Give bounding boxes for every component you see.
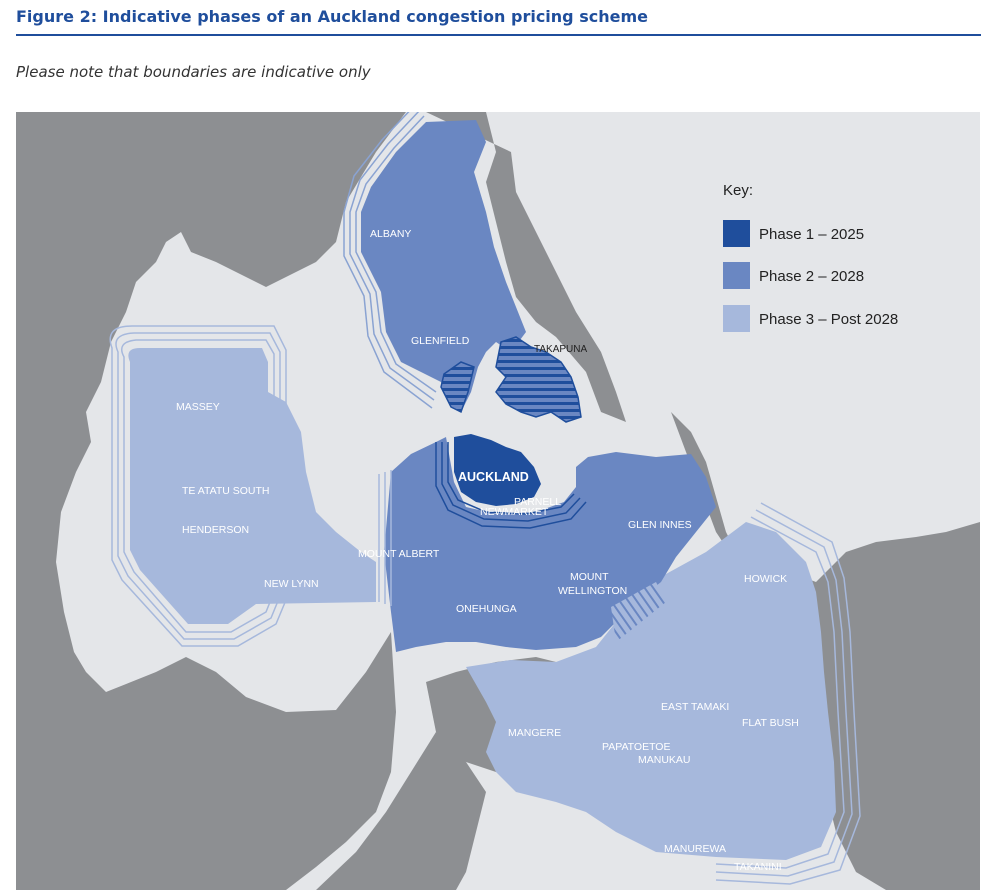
label-henderson: HENDERSON — [182, 524, 249, 536]
label-onehunga: ONEHUNGA — [456, 603, 517, 615]
boundary-note: Please note that boundaries are indicati… — [16, 63, 371, 81]
label-glen-innes: GLEN INNES — [628, 519, 692, 531]
label-takanini: TAKANINI — [734, 861, 782, 873]
label-manurewa: MANUREWA — [664, 843, 726, 855]
key-label-phase3: Phase 3 – Post 2028 — [759, 311, 898, 328]
label-flat-bush: FLAT BUSH — [742, 717, 799, 729]
phase3-southeast-boundary-rings — [715, 502, 861, 885]
label-parnell: PARNELL — [514, 496, 561, 508]
label-mangere: MANGERE — [508, 727, 561, 739]
label-auckland: AUCKLAND — [458, 470, 529, 484]
phase1-cbd-boundary-rings — [435, 442, 587, 529]
key-label-phase1: Phase 1 – 2025 — [759, 226, 864, 243]
key-heading: Key: — [723, 182, 753, 199]
label-glenfield: GLENFIELD — [411, 335, 470, 347]
label-papatoetoe: PAPATOETOE — [602, 741, 670, 753]
phase1-glenfield-hatched — [440, 361, 475, 414]
label-manukau: MANUKAU — [638, 754, 691, 766]
label-takapuna: TAKAPUNA — [534, 344, 587, 355]
phase2-northshore-boundary-rings — [343, 112, 437, 409]
label-east-tamaki: EAST TAMAKI — [661, 701, 729, 713]
key-swatch-phase2 — [723, 262, 750, 289]
label-howick: HOWICK — [744, 573, 787, 585]
phase3-west-region — [128, 348, 376, 624]
key-swatch-phase1 — [723, 220, 750, 247]
label-te-atatu-south: TE ATATU SOUTH — [182, 485, 270, 497]
phase3-west-boundary-rings — [109, 325, 287, 647]
mount-albert-boundary-rings — [378, 470, 392, 606]
phase3-southeast-region — [466, 522, 836, 860]
place-labels: ALBANY GLENFIELD TAKAPUNA MASSEY TE ATAT… — [176, 228, 799, 873]
key-swatch-phase3 — [723, 305, 750, 332]
label-albany: ALBANY — [370, 228, 411, 240]
figure-title: Figure 2: Indicative phases of an Auckla… — [16, 7, 648, 26]
phase1-takapuna-hatched — [495, 336, 582, 423]
title-divider — [16, 34, 981, 36]
label-mount-wellington-line2: WELLINGTON — [558, 585, 627, 597]
label-massey: MASSEY — [176, 401, 220, 413]
key-label-phase2: Phase 2 – 2028 — [759, 268, 864, 285]
congestion-pricing-map: ALBANY GLENFIELD TAKAPUNA MASSEY TE ATAT… — [16, 112, 980, 890]
label-newmarket: NEWMARKET — [480, 506, 549, 518]
label-mount-wellington-line1: MOUNT — [570, 571, 609, 583]
phase2-southeast-hatched-band — [611, 582, 666, 642]
label-mount-albert: MOUNT ALBERT — [358, 548, 440, 560]
phase2-northshore-region — [361, 120, 526, 412]
phase1-auckland-cbd — [454, 434, 541, 506]
map-key: Key: Phase 1 – 2025 Phase 2 – 2028 Phase… — [723, 182, 898, 332]
label-new-lynn: NEW LYNN — [264, 578, 319, 590]
